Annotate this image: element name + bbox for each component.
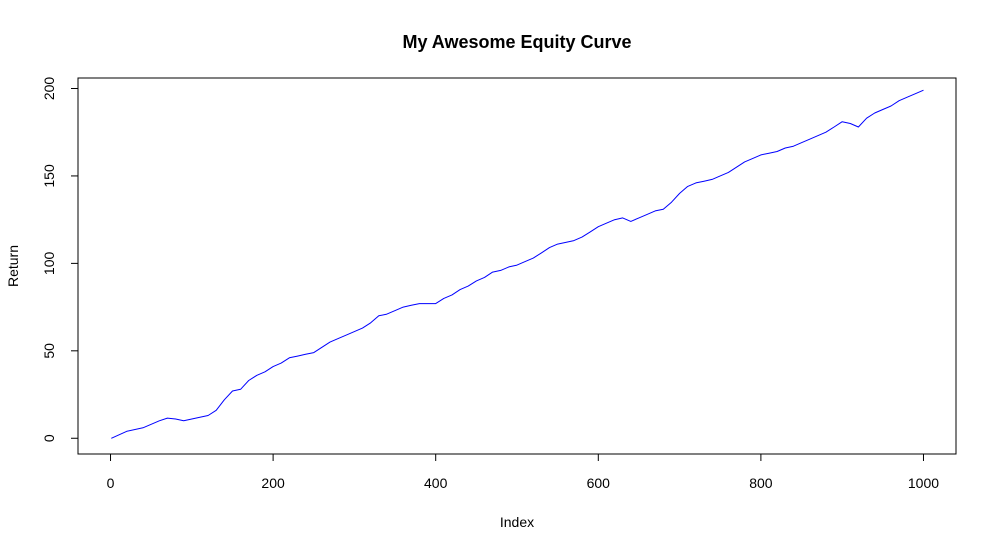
y-tick-label: 50 xyxy=(41,343,57,359)
x-tick-label: 200 xyxy=(261,475,285,491)
y-tick-label: 100 xyxy=(41,251,57,275)
equity-series-line xyxy=(111,89,924,439)
chart-title: My Awesome Equity Curve xyxy=(402,32,631,52)
x-tick-label: 0 xyxy=(107,475,115,491)
x-axis: 0 200 400 600 800 1000 xyxy=(107,453,939,491)
y-axis-label: Return xyxy=(5,245,21,287)
y-tick-label: 150 xyxy=(41,164,57,188)
x-axis-label: Index xyxy=(500,514,534,530)
y-tick-label: 0 xyxy=(41,434,57,442)
y-tick-label: 200 xyxy=(41,77,57,101)
y-axis: 0 50 100 150 200 xyxy=(41,77,79,442)
x-tick-label: 800 xyxy=(749,475,773,491)
plot-frame xyxy=(77,77,957,455)
x-tick-label: 400 xyxy=(424,475,448,491)
series-layer xyxy=(111,89,924,439)
x-tick-label: 600 xyxy=(587,475,611,491)
x-tick-label: 1000 xyxy=(908,475,939,491)
